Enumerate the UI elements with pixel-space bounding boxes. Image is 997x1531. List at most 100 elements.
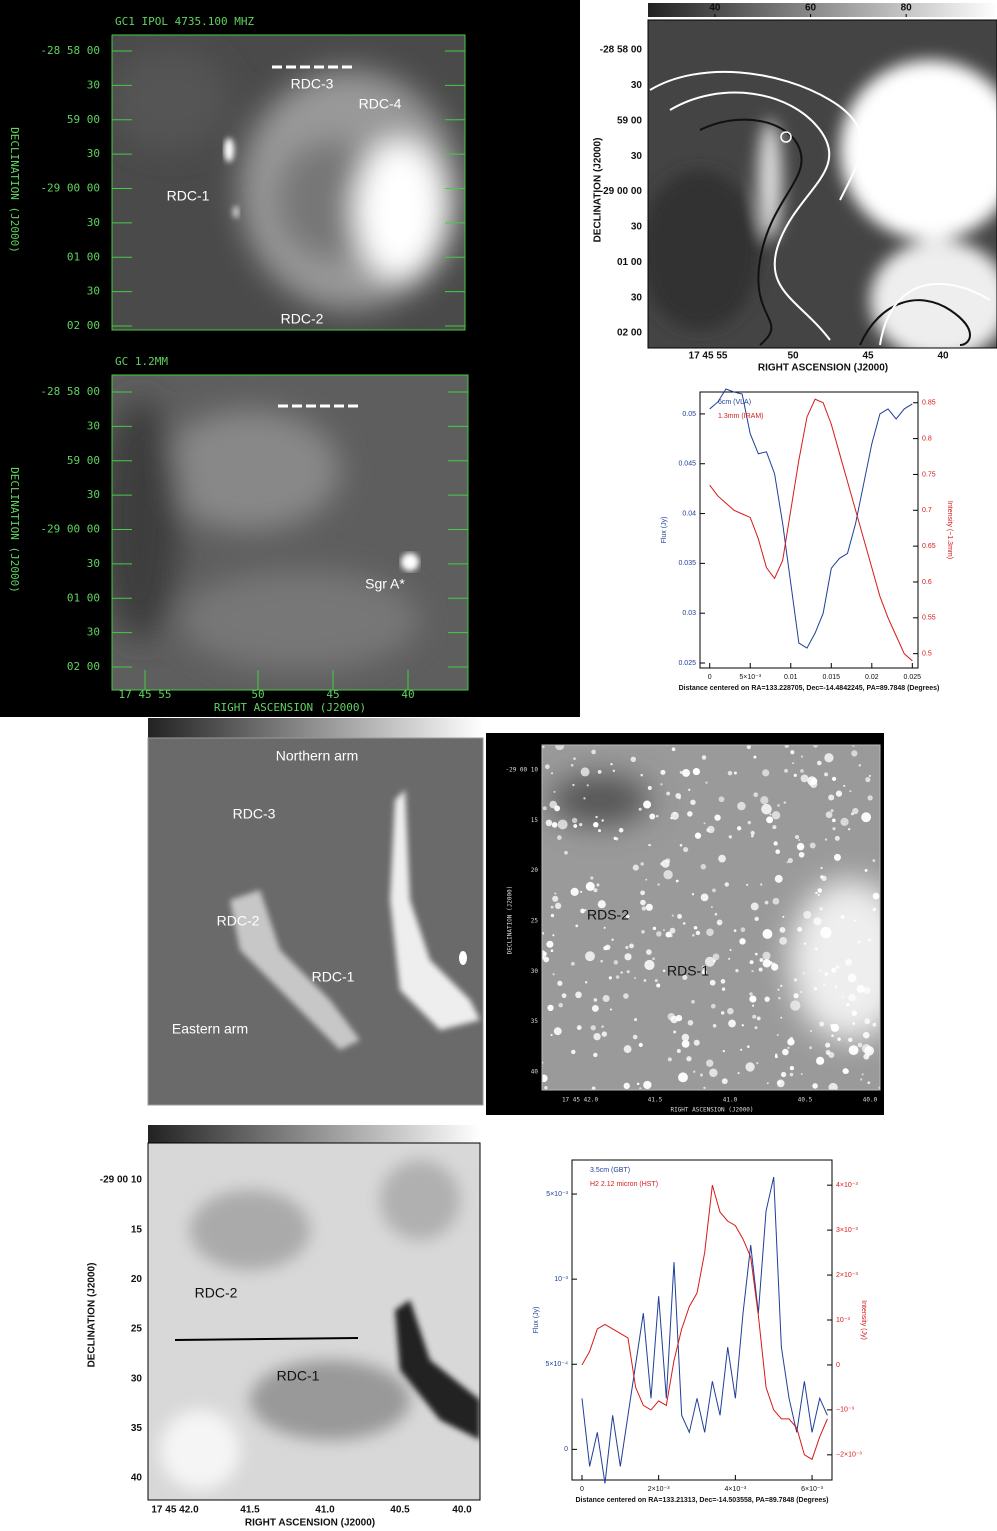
star xyxy=(769,961,772,964)
star xyxy=(772,811,780,819)
star xyxy=(790,1000,800,1010)
star xyxy=(737,826,741,830)
star xyxy=(858,1043,863,1048)
star xyxy=(799,852,805,858)
y-tick-label: 5×10⁻⁴ xyxy=(546,1361,568,1368)
star xyxy=(803,911,811,919)
colorbar-tick-label: 60 xyxy=(805,3,817,14)
star xyxy=(643,801,651,809)
star xyxy=(673,1031,676,1034)
star xyxy=(663,870,672,879)
y-tick-label: 35 xyxy=(531,1018,539,1025)
star xyxy=(770,813,772,815)
star xyxy=(649,814,655,820)
star xyxy=(644,979,647,982)
y2-tick-label: 0.75 xyxy=(922,471,936,478)
star xyxy=(633,865,639,871)
y-tick-label: 0.05 xyxy=(682,411,696,418)
star xyxy=(848,828,850,830)
star xyxy=(790,1037,793,1040)
star xyxy=(832,819,836,823)
star xyxy=(832,777,836,781)
star xyxy=(825,1043,830,1048)
x-tick-label: 17 45 42.0 xyxy=(562,1097,599,1104)
star xyxy=(858,940,861,943)
star xyxy=(771,963,778,970)
x-tick-label: 41.0 xyxy=(723,1097,738,1104)
star xyxy=(640,900,646,906)
star xyxy=(753,792,758,797)
star xyxy=(820,875,823,878)
star xyxy=(735,969,738,972)
star xyxy=(729,835,732,838)
x-tick-label: 41.5 xyxy=(648,1097,663,1104)
star xyxy=(772,825,776,829)
star xyxy=(773,898,780,905)
y2-tick-label: 0.8 xyxy=(922,435,932,442)
x-tick-label: 0 xyxy=(580,1486,584,1493)
star xyxy=(831,1034,834,1037)
star xyxy=(779,937,787,945)
region-label: RDC-3 xyxy=(291,76,334,92)
star xyxy=(609,976,612,979)
star xyxy=(590,876,593,879)
star xyxy=(610,763,612,765)
star xyxy=(862,1073,864,1075)
star xyxy=(762,769,769,776)
star xyxy=(558,819,568,829)
star xyxy=(592,1005,599,1012)
star xyxy=(605,945,610,950)
extinction-image xyxy=(148,1143,480,1500)
star xyxy=(552,934,554,936)
star xyxy=(562,993,567,998)
star xyxy=(817,761,822,766)
star xyxy=(748,821,751,824)
star xyxy=(701,894,709,902)
y-tick-label: 0.03 xyxy=(682,610,696,617)
star xyxy=(694,1040,700,1046)
star xyxy=(713,1024,717,1028)
star xyxy=(653,927,656,930)
colorbar xyxy=(148,718,483,738)
star xyxy=(656,983,660,987)
star xyxy=(725,882,729,886)
star xyxy=(603,995,610,1002)
y2-tick-label: 0.55 xyxy=(922,615,936,622)
star xyxy=(748,1046,750,1048)
y2-tick-label: −2×10⁻³ xyxy=(836,1452,863,1459)
star xyxy=(644,960,654,970)
y2-tick-label: 10⁻³ xyxy=(836,1317,850,1324)
star xyxy=(553,791,555,793)
y2-axis-label: Intensity (Jy) xyxy=(860,1300,867,1340)
star xyxy=(614,960,618,964)
star xyxy=(751,903,759,911)
star xyxy=(546,820,553,827)
star xyxy=(696,931,700,935)
star xyxy=(802,972,804,974)
y-axis-label: DECLINATION (J2000) xyxy=(507,886,514,955)
star xyxy=(851,750,857,756)
star xyxy=(583,797,585,799)
star xyxy=(792,762,794,764)
region-label: RDS-1 xyxy=(667,963,709,979)
panel-title: GC1 IPOL 4735.100 MHZ xyxy=(115,15,254,28)
star xyxy=(677,914,682,919)
star xyxy=(824,753,833,762)
star xyxy=(801,1073,803,1075)
y-axis-label: DECLINATION (J2000) xyxy=(87,1263,98,1368)
y-tick-label: 25 xyxy=(531,918,539,925)
y-tick-label: 15 xyxy=(131,1224,143,1235)
star xyxy=(865,777,870,782)
x-tick-label: 0.025 xyxy=(904,674,922,681)
legend-entry: H2 2.12 micron (HST) xyxy=(590,1181,658,1188)
y-tick-label: -29 00 10 xyxy=(100,1175,143,1186)
star xyxy=(863,1054,869,1060)
star xyxy=(784,769,788,773)
y2-axis-label: Intensity (~1.3mm) xyxy=(946,501,953,559)
star xyxy=(552,822,558,828)
star xyxy=(809,1046,812,1049)
star xyxy=(545,764,550,769)
star xyxy=(648,786,652,790)
star xyxy=(551,949,554,952)
star xyxy=(677,1049,681,1053)
